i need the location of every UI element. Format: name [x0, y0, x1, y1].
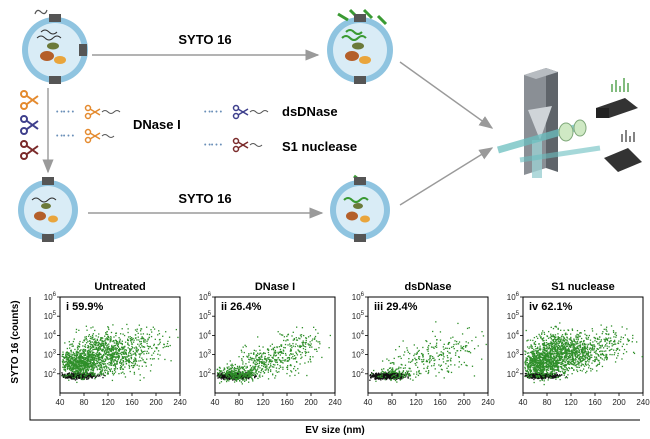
svg-text:• •• • •: • •• • •	[56, 109, 75, 116]
panel-title: dsDNase	[404, 281, 451, 293]
scatter-points	[524, 322, 643, 386]
enzyme-label-dsdnase: dsDNase	[282, 104, 338, 119]
s1-nuclease-pictogram-icon: • •• • •	[204, 137, 263, 153]
panel-title: Untreated	[94, 281, 145, 293]
y-tick-label: 102	[352, 369, 365, 379]
x-tick-label: 40	[56, 398, 65, 407]
y-tick-label: 106	[352, 292, 365, 302]
x-tick-label: 120	[409, 398, 423, 407]
y-tick-label: 104	[44, 330, 57, 340]
x-tick-label: 200	[612, 398, 626, 407]
y-tick-label: 104	[199, 330, 212, 340]
scatter-panel-dsdnase: dsDNase iii 29.4% 40 80 120 160 200 240 102 103 10…	[352, 281, 495, 407]
x-tick-label: 80	[388, 398, 397, 407]
x-tick-label: 160	[125, 398, 139, 407]
y-tick-label: 103	[44, 350, 57, 360]
panel-percent: iv 62.1%	[529, 301, 573, 313]
x-tick-label: 200	[149, 398, 163, 407]
scatter-panel-untreated: Untreated i 59.9% 40 80 120 160 200 240 102 103 10…	[44, 281, 187, 407]
y-tick-label: 106	[199, 292, 212, 302]
vesicle-treated	[18, 177, 78, 242]
y-tick-label: 103	[352, 350, 365, 360]
dnase-pictogram-icon: • •• • • • •• • •	[56, 104, 121, 144]
scatter-points	[61, 323, 179, 384]
x-tick-label: 40	[211, 398, 220, 407]
panel-title: S1 nuclease	[551, 281, 615, 293]
arrow-to-cytometer-top	[399, 61, 494, 129]
x-tick-label: 200	[457, 398, 471, 407]
x-tick-label: 40	[519, 398, 528, 407]
scatter-panel-dnase: DNase I ii 26.4% 40 80 120 160 200 240 102 103 104…	[199, 281, 342, 407]
scissors-maroon-icon	[20, 140, 39, 160]
x-tick-label: 80	[235, 398, 244, 407]
x-tick-label: 240	[173, 398, 187, 407]
x-tick-label: 200	[304, 398, 318, 407]
x-tick-label: 40	[364, 398, 373, 407]
panel-percent: iii 29.4%	[374, 301, 418, 313]
scissors-blue-icon	[20, 115, 39, 135]
arrow-to-cytometer-bottom	[399, 147, 494, 206]
stain-label-bottom: SYTO 16	[178, 191, 231, 206]
y-tick-label: 104	[352, 330, 365, 340]
plot-frame	[367, 296, 489, 394]
y-tick-label: 106	[507, 292, 520, 302]
scissors-orange-icon	[20, 90, 39, 110]
panel-title: DNase I	[255, 281, 295, 293]
y-tick-label: 105	[507, 311, 520, 321]
stain-label-top: SYTO 16	[178, 32, 231, 47]
x-tick-label: 240	[328, 398, 342, 407]
x-tick-label: 240	[636, 398, 650, 407]
y-tick-label: 105	[352, 311, 365, 321]
svg-text:• •• • •: • •• • •	[204, 142, 223, 149]
scatter-panels: SYTO 16 (counts) EV size (nm) Untreated i…	[10, 281, 650, 436]
x-tick-label: 120	[256, 398, 270, 407]
x-axis-label: EV size (nm)	[305, 425, 364, 436]
dsdnase-pictogram-icon: • •• • •	[204, 104, 269, 120]
svg-text:• •• • •: • •• • •	[204, 109, 223, 116]
panel-percent: ii 26.4%	[221, 301, 262, 313]
y-tick-label: 102	[44, 369, 57, 379]
x-tick-label: 160	[588, 398, 602, 407]
y-tick-label: 104	[507, 330, 520, 340]
x-tick-label: 120	[564, 398, 578, 407]
scatter-panel-s1-nuclease: S1 nuclease iv 62.1% 40 80 120 160 200 240 102 10…	[507, 281, 650, 407]
y-tick-label: 105	[44, 311, 57, 321]
y-tick-label: 103	[507, 350, 520, 360]
x-tick-label: 160	[280, 398, 294, 407]
y-tick-label: 102	[507, 369, 520, 379]
vesicle-stained	[327, 8, 393, 84]
scatter-points	[369, 321, 487, 383]
x-tick-label: 240	[481, 398, 495, 407]
panel-percent: i 59.9%	[66, 301, 104, 313]
y-axis-label: SYTO 16 (counts)	[10, 300, 21, 383]
shared-axis-bracket	[29, 297, 640, 421]
flow-cytometer-icon	[497, 68, 642, 178]
vesicle-untreated	[22, 9, 88, 84]
membrane-protein-icon	[49, 14, 61, 22]
x-tick-label: 80	[80, 398, 89, 407]
scatter-points	[216, 326, 331, 385]
y-tick-label: 102	[199, 369, 212, 379]
svg-text:• •• • •: • •• • •	[56, 133, 75, 140]
y-tick-label: 103	[199, 350, 212, 360]
schematic: SYTO 16 SYTO 16 • •• • •	[18, 8, 642, 242]
x-tick-label: 80	[543, 398, 552, 407]
x-tick-label: 120	[101, 398, 115, 407]
enzyme-label-s1: S1 nuclease	[282, 139, 357, 154]
enzyme-label-dnase: DNase I	[133, 117, 181, 132]
y-tick-label: 105	[199, 311, 212, 321]
y-tick-label: 106	[44, 292, 57, 302]
x-tick-label: 160	[433, 398, 447, 407]
vesicle-treated-stained	[330, 174, 390, 242]
